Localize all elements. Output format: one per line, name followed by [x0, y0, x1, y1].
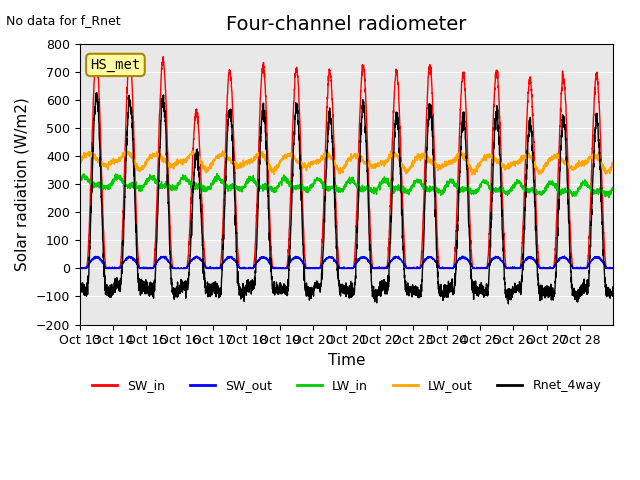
Rnet_4way: [504, 301, 512, 307]
SW_out: [609, 265, 617, 271]
LW_in: [76, 178, 83, 183]
Text: HS_met: HS_met: [90, 58, 141, 72]
Line: SW_out: SW_out: [79, 256, 613, 268]
SW_out: [528, 255, 536, 261]
LW_in: [462, 185, 470, 191]
SW_in: [609, 265, 617, 271]
Rnet_4way: [76, 277, 83, 283]
LW_in: [528, 186, 536, 192]
X-axis label: Time: Time: [328, 353, 365, 368]
SW_in: [604, 265, 611, 271]
SW_in: [496, 119, 504, 125]
SW_out: [185, 262, 193, 267]
SW_in: [528, 92, 536, 97]
SW_out: [561, 253, 568, 259]
SW_in: [185, 239, 193, 245]
LW_in: [609, 185, 617, 191]
Line: LW_in: LW_in: [79, 173, 613, 198]
LW_out: [468, 172, 476, 178]
Rnet_4way: [496, 151, 504, 157]
LW_in: [605, 195, 612, 201]
SW_out: [604, 264, 611, 270]
SW_out: [76, 265, 84, 271]
SW_in: [125, 54, 133, 60]
Line: SW_in: SW_in: [79, 57, 613, 268]
LW_out: [496, 160, 504, 166]
Rnet_4way: [604, 286, 611, 292]
LW_out: [415, 154, 422, 159]
LW_out: [528, 158, 536, 164]
LW_out: [122, 148, 129, 154]
SW_out: [496, 257, 504, 263]
Title: Four-channel radiometer: Four-channel radiometer: [227, 15, 467, 34]
Legend: SW_in, SW_out, LW_in, LW_out, Rnet_4way: SW_in, SW_out, LW_in, LW_out, Rnet_4way: [86, 374, 606, 397]
LW_out: [76, 162, 83, 168]
LW_in: [213, 170, 221, 176]
SW_in: [76, 265, 83, 271]
LW_in: [496, 185, 504, 191]
LW_in: [185, 181, 193, 187]
LW_out: [462, 156, 470, 162]
Rnet_4way: [528, 137, 536, 143]
LW_in: [415, 177, 422, 182]
SW_in: [462, 102, 470, 108]
SW_in: [415, 265, 422, 271]
Rnet_4way: [609, 290, 617, 296]
Line: Rnet_4way: Rnet_4way: [79, 93, 613, 304]
Rnet_4way: [415, 287, 422, 293]
Y-axis label: Solar radiation (W/m2): Solar radiation (W/m2): [15, 97, 30, 271]
Line: LW_out: LW_out: [79, 151, 613, 175]
Rnet_4way: [462, 142, 470, 148]
Rnet_4way: [93, 90, 100, 96]
SW_out: [462, 256, 470, 262]
Rnet_4way: [185, 272, 193, 278]
SW_out: [76, 265, 83, 271]
LW_out: [185, 153, 193, 158]
Text: No data for f_Rnet: No data for f_Rnet: [6, 14, 121, 27]
LW_out: [609, 159, 617, 165]
LW_out: [604, 168, 611, 174]
LW_in: [604, 191, 611, 197]
SW_out: [415, 265, 422, 271]
